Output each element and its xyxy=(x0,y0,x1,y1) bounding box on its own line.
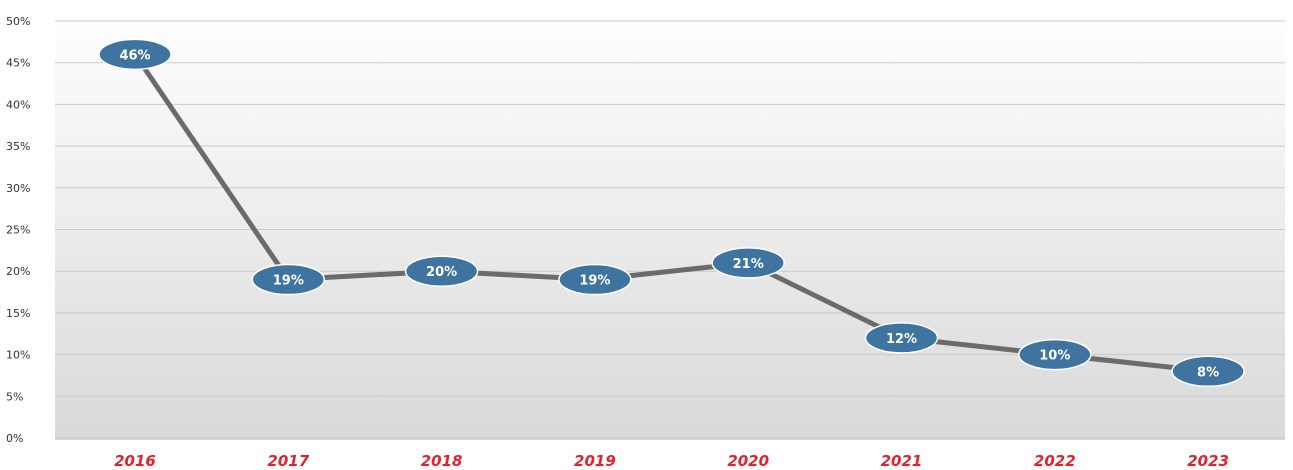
data-point-marker xyxy=(711,247,785,279)
data-label: 12% xyxy=(886,332,917,347)
data-point-marker xyxy=(864,322,939,354)
data-label: 46% xyxy=(119,48,150,63)
data-label: 10% xyxy=(1039,349,1070,364)
data-point-marker xyxy=(251,263,326,296)
x-category-label: 2016 xyxy=(114,452,156,470)
y-tick-label: 50% xyxy=(6,15,30,28)
x-category-label: 2023 xyxy=(1187,452,1229,470)
data-point-marker xyxy=(1171,355,1245,388)
y-axis-ticks: 0% 5% 10% 15% 20% 25% 30% 35% 40% 45% 50% xyxy=(6,15,30,445)
x-category-label: 2018 xyxy=(421,452,463,470)
x-category-label: 2017 xyxy=(267,452,309,470)
data-label: 19% xyxy=(273,274,304,289)
data-point-marker xyxy=(98,38,172,71)
data-label: 21% xyxy=(733,257,764,272)
y-tick-label: 15% xyxy=(6,307,30,320)
y-tick-label: 30% xyxy=(6,182,30,195)
y-tick-label: 20% xyxy=(6,265,30,278)
data-markers: 46% 19% 20% 19% 21% 12% 10% 8% xyxy=(98,38,1245,388)
x-category-label: 2019 xyxy=(574,452,616,470)
y-tick-label: 0% xyxy=(6,432,23,445)
data-point-marker xyxy=(558,263,632,296)
y-tick-label: 45% xyxy=(6,57,30,70)
x-category-label: 2022 xyxy=(1034,452,1076,470)
plot-background xyxy=(55,10,1285,440)
x-axis-categories: 2016 2017 2018 2019 2020 2021 2022 2023 xyxy=(114,452,1229,470)
y-tick-label: 25% xyxy=(6,224,30,237)
data-point-marker xyxy=(1018,338,1092,371)
y-tick-label: 35% xyxy=(6,140,30,153)
x-category-label: 2020 xyxy=(727,452,769,470)
y-tick-label: 10% xyxy=(6,349,30,362)
data-label: 8% xyxy=(1197,365,1219,380)
y-tick-label: 40% xyxy=(6,98,30,111)
data-label: 19% xyxy=(579,274,610,289)
y-tick-label: 5% xyxy=(6,390,23,403)
data-label: 20% xyxy=(426,265,457,280)
data-point-marker xyxy=(404,255,479,287)
x-category-label: 2021 xyxy=(881,452,923,470)
